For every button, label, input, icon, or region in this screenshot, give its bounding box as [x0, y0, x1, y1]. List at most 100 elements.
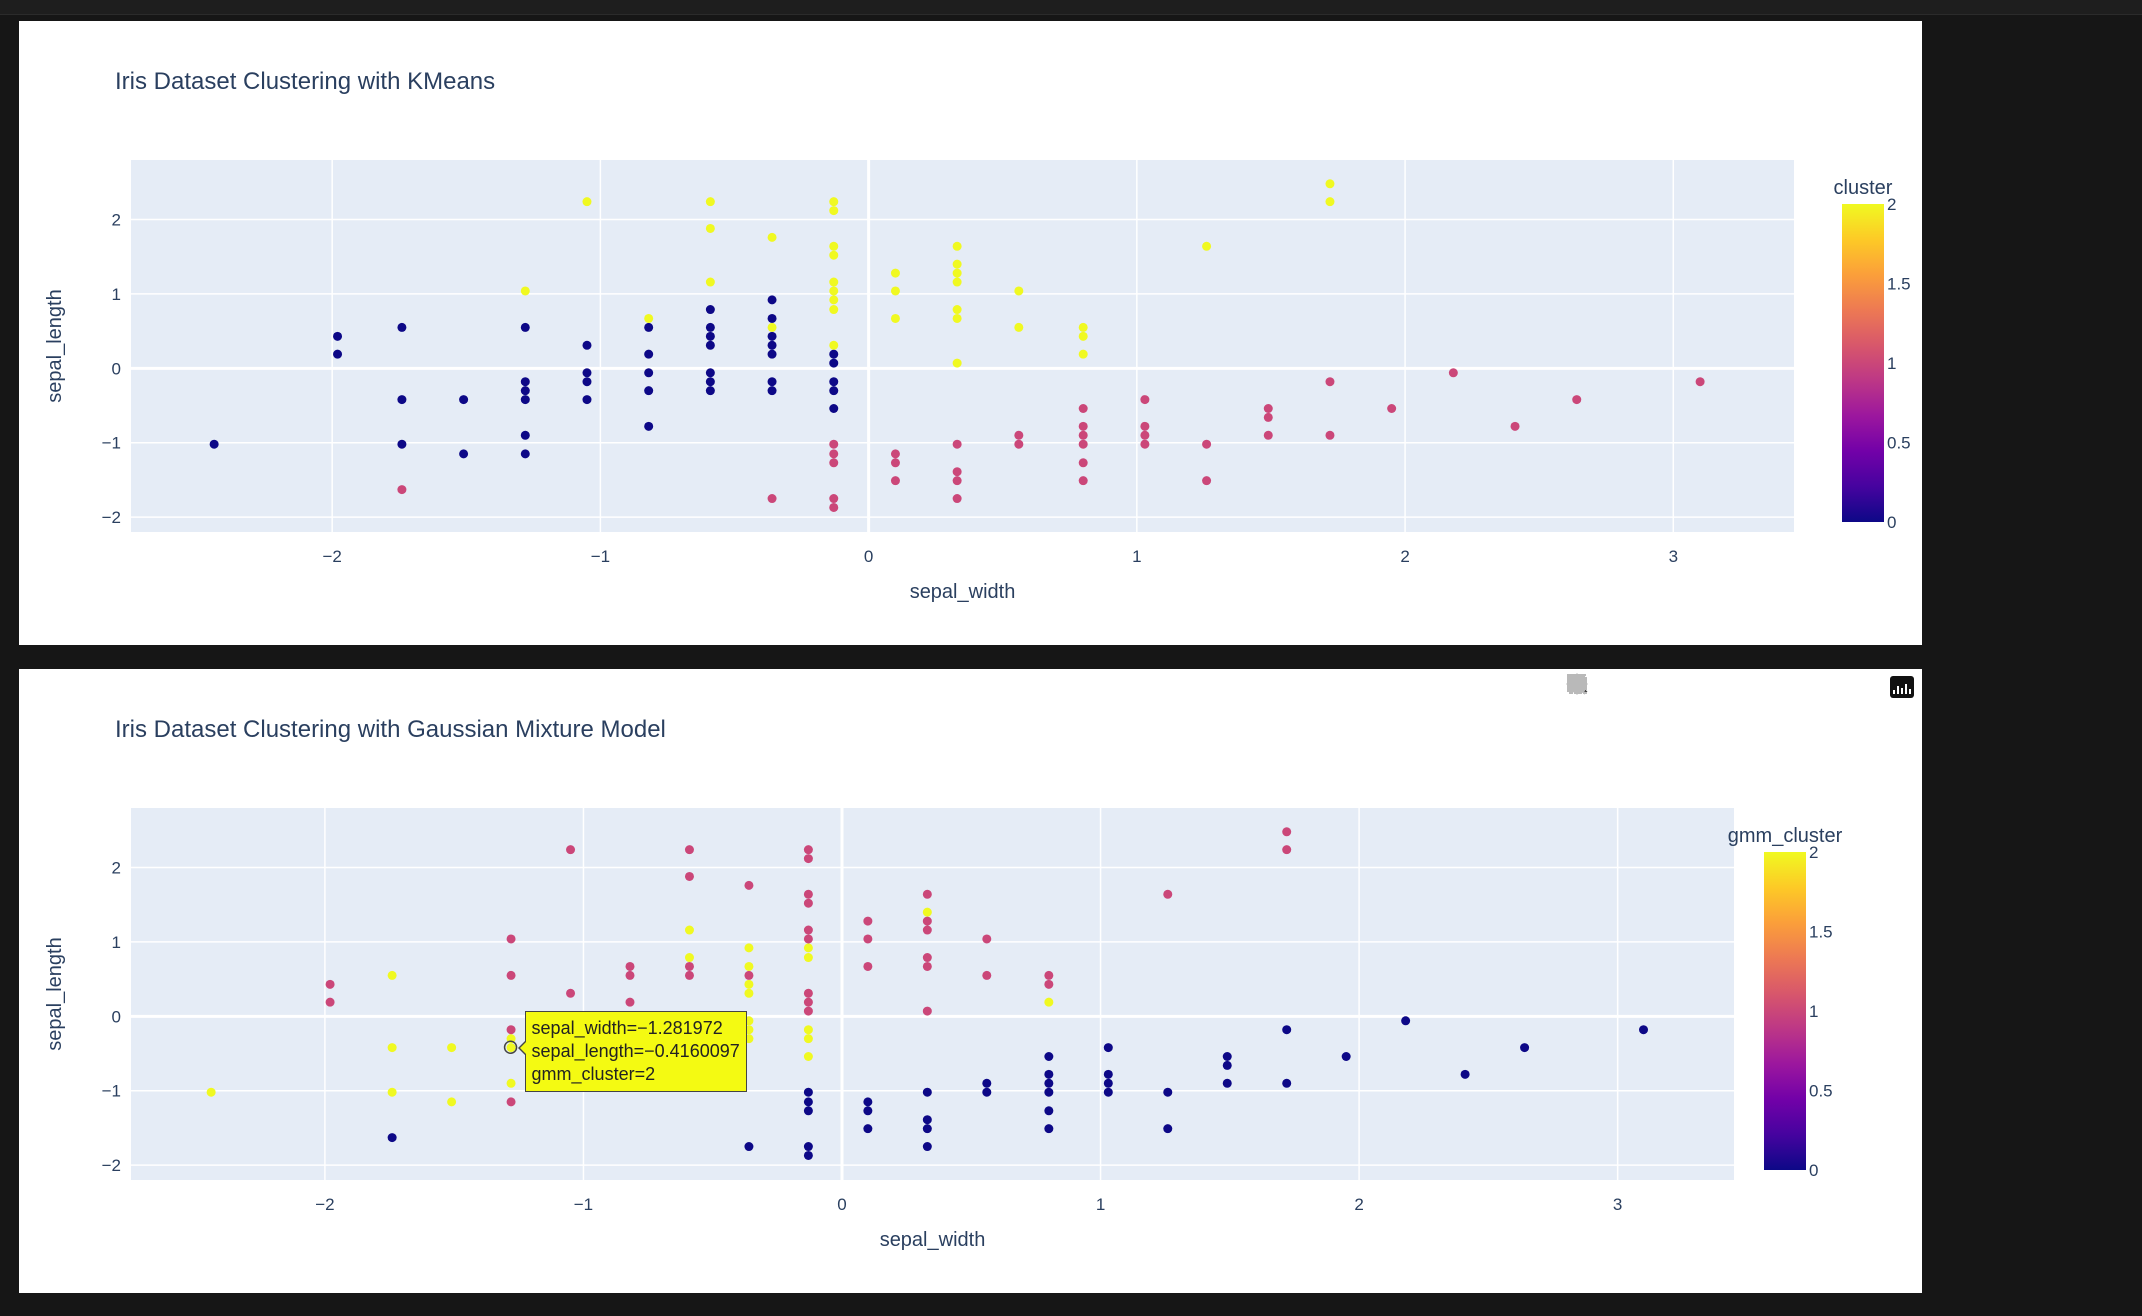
scatter-point[interactable] [922, 1124, 932, 1134]
scatter-point[interactable] [829, 502, 839, 512]
scatter-point[interactable] [1282, 845, 1292, 855]
scatter-point[interactable] [767, 340, 777, 350]
scatter-point[interactable] [1263, 430, 1273, 440]
scatter-point[interactable] [1103, 1078, 1113, 1088]
scatter-point[interactable] [803, 1142, 813, 1152]
scatter-point[interactable] [803, 854, 813, 864]
scatter-point[interactable] [1520, 1043, 1530, 1053]
scatter-point[interactable] [922, 907, 932, 917]
scatter-point[interactable] [684, 845, 694, 855]
scatter-point[interactable] [566, 988, 576, 998]
scatter-point[interactable] [705, 277, 715, 287]
scatter-point[interactable] [952, 476, 962, 486]
scatter-point[interactable] [520, 395, 530, 405]
scatter-point[interactable] [863, 961, 873, 971]
plotly-logo-icon[interactable] [1890, 676, 1914, 698]
scatter-point[interactable] [829, 403, 839, 413]
scatter-point[interactable] [803, 953, 813, 963]
scatter-point[interactable] [705, 331, 715, 341]
scatter-point[interactable] [582, 197, 592, 207]
scatter-point[interactable] [625, 961, 635, 971]
lasso-select-icon[interactable] [1569, 673, 1738, 701]
scatter-point[interactable] [1103, 1069, 1113, 1079]
scatter-point[interactable] [1325, 377, 1335, 387]
scatter-point[interactable] [1078, 458, 1088, 468]
scatter-point[interactable] [1695, 377, 1705, 387]
scatter-point[interactable] [767, 386, 777, 396]
scatter-point[interactable] [1222, 1078, 1232, 1088]
scatter-point[interactable] [209, 439, 219, 449]
scatter-point[interactable] [863, 916, 873, 926]
pan-icon[interactable] [1566, 673, 1674, 701]
scatter-point[interactable] [922, 1087, 932, 1097]
scatter-point[interactable] [582, 395, 592, 405]
scatter-point[interactable] [1510, 421, 1520, 431]
scatter-point[interactable] [952, 277, 962, 287]
scatter-point[interactable] [705, 322, 715, 332]
scatter-point[interactable] [705, 340, 715, 350]
scatter-point[interactable] [1014, 430, 1024, 440]
scatter-point[interactable] [1014, 286, 1024, 296]
scatter-point[interactable] [705, 368, 715, 378]
scatter-point[interactable] [1140, 430, 1150, 440]
zoom-in-icon[interactable] [1567, 673, 1784, 701]
scatter-point[interactable] [982, 1078, 992, 1088]
scatter-point[interactable] [803, 845, 813, 855]
plot-area[interactable] [131, 160, 1794, 532]
scatter-point[interactable] [1325, 197, 1335, 207]
scatter-point[interactable] [644, 313, 654, 323]
scatter-point[interactable] [1078, 403, 1088, 413]
scatter-point[interactable] [684, 925, 694, 935]
scatter-point[interactable] [829, 386, 839, 396]
scatter-point[interactable] [1078, 476, 1088, 486]
scatter-point[interactable] [397, 395, 407, 405]
scatter-point[interactable] [459, 395, 469, 405]
scatter-point[interactable] [1448, 368, 1458, 378]
scatter-point[interactable] [767, 494, 777, 504]
scatter-point[interactable] [684, 871, 694, 881]
scatter-point[interactable] [447, 1043, 457, 1053]
scatter-point[interactable] [922, 1142, 932, 1152]
scatter-point[interactable] [705, 386, 715, 396]
scatter-point[interactable] [1163, 1087, 1173, 1097]
scatter-point[interactable] [803, 1150, 813, 1160]
scatter-point[interactable] [1222, 1060, 1232, 1070]
scatter-point[interactable] [1202, 241, 1212, 251]
reset-axes-icon[interactable] [1567, 673, 1880, 701]
scatter-point[interactable] [1140, 395, 1150, 405]
scatter-point[interactable] [1263, 403, 1273, 413]
scatter-point[interactable] [982, 970, 992, 980]
scatter-point[interactable] [922, 889, 932, 899]
scatter-point[interactable] [863, 1097, 873, 1107]
scatter-point[interactable] [506, 1025, 516, 1035]
scatter-point[interactable] [684, 970, 694, 980]
scatter-point[interactable] [644, 421, 654, 431]
scatter-point[interactable] [767, 322, 777, 332]
scatter-point[interactable] [890, 313, 900, 323]
scatter-point[interactable] [387, 1087, 397, 1097]
scatter-point[interactable] [952, 268, 962, 278]
scatter-point[interactable] [829, 241, 839, 251]
scatter-point[interactable] [520, 386, 530, 396]
scatter-point[interactable] [1044, 1087, 1054, 1097]
scatter-point[interactable] [397, 485, 407, 495]
scatter-point[interactable] [829, 340, 839, 350]
scatter-point[interactable] [829, 358, 839, 368]
scatter-point[interactable] [1078, 439, 1088, 449]
scatter-point[interactable] [582, 340, 592, 350]
scatter-point[interactable] [1044, 1069, 1054, 1079]
kmeans-scatter-chart[interactable]: Iris Dataset Clustering with KMeans −2 −1 0… [19, 21, 1922, 645]
autoscale-icon[interactable] [1567, 673, 1848, 701]
scatter-point[interactable] [829, 286, 839, 296]
scatter-point[interactable] [744, 1142, 754, 1152]
scatter-point[interactable] [890, 476, 900, 486]
scatter-point[interactable] [1163, 1124, 1173, 1134]
scatter-point[interactable] [1078, 331, 1088, 341]
scatter-point[interactable] [582, 368, 592, 378]
scatter-point[interactable] [506, 1078, 516, 1088]
scatter-point[interactable] [506, 970, 516, 980]
scatter-point[interactable] [890, 286, 900, 296]
scatter-point[interactable] [1202, 439, 1212, 449]
scatter-point[interactable] [1325, 430, 1335, 440]
scatter-point[interactable] [767, 313, 777, 323]
